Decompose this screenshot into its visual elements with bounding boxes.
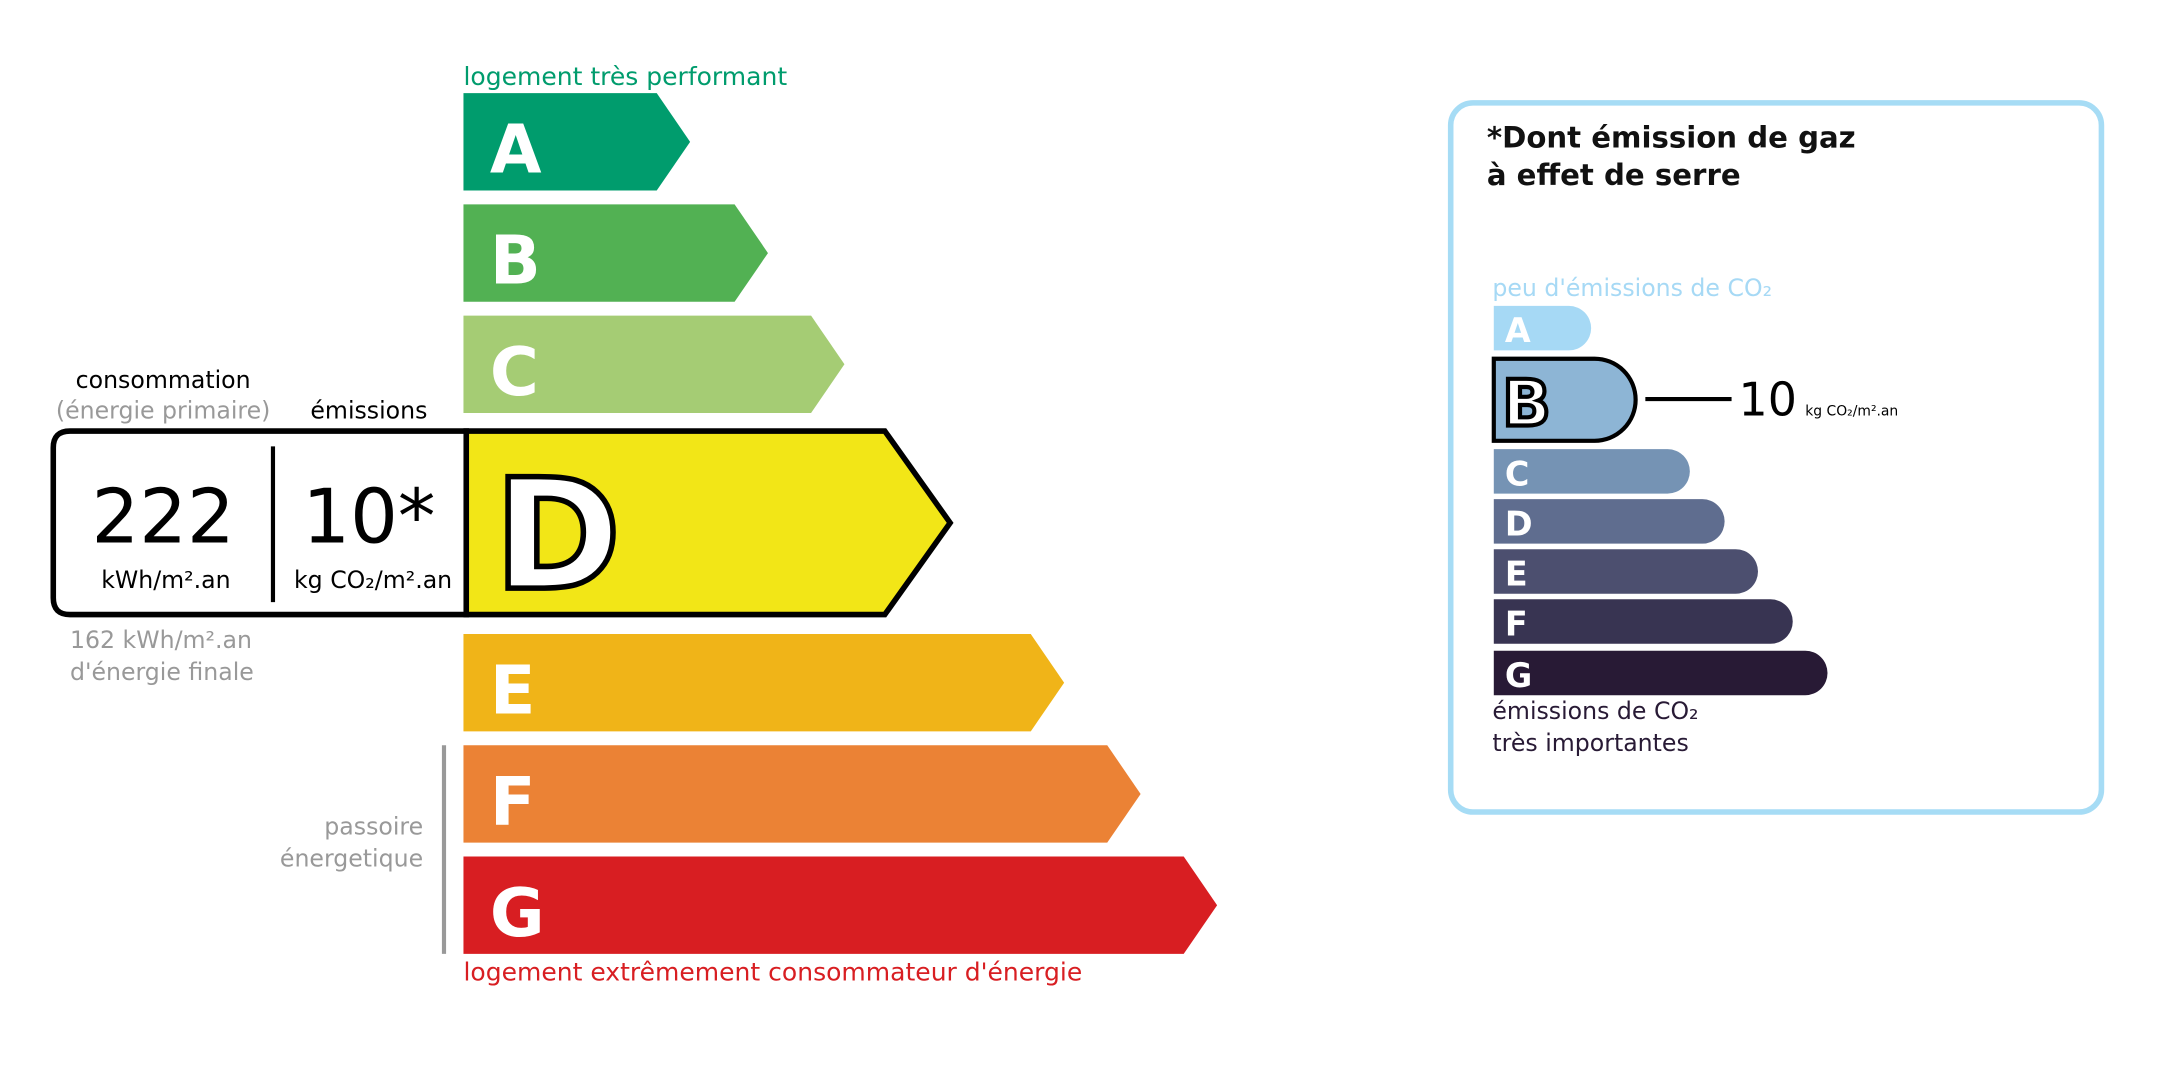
ges-grade-letter: C bbox=[1505, 454, 1529, 493]
ges-grade-letter: B bbox=[1502, 367, 1551, 441]
ges-grade-letter: D bbox=[1505, 504, 1533, 543]
passoire-line2: énergetique bbox=[280, 844, 423, 872]
energy-grade-letter: E bbox=[490, 651, 536, 729]
energy-bar-c bbox=[463, 315, 845, 413]
current-box-left bbox=[50, 428, 470, 618]
energy-grade-letter: D bbox=[494, 447, 621, 625]
energy-bar-f bbox=[463, 745, 1141, 843]
consumption-value: 222 bbox=[91, 472, 234, 560]
consumption-sub-label: (énergie primaire) bbox=[56, 397, 270, 425]
ges-bar-g bbox=[1493, 650, 1828, 696]
ges-unit: kg CO₂/m².an bbox=[1805, 404, 1898, 420]
ges-value: 10 bbox=[1739, 373, 1797, 427]
ges-top-label: peu d'émissions de CO₂ bbox=[1492, 274, 1772, 302]
energy-grade-letter: A bbox=[490, 110, 542, 188]
energy-top-label: logement très performant bbox=[463, 62, 787, 91]
ges-bar-c bbox=[1493, 449, 1690, 494]
energy-grade-letter: B bbox=[490, 222, 541, 300]
energy-bar-e bbox=[463, 634, 1065, 732]
final-energy-line2: d'énergie finale bbox=[70, 658, 254, 686]
ges-grade-letter: G bbox=[1505, 656, 1532, 695]
energy-grade-letter: F bbox=[490, 763, 536, 841]
energy-bottom-label: logement extrêmement consommateur d'éner… bbox=[463, 957, 1082, 986]
ges-title-line1: *Dont émission de gaz bbox=[1487, 120, 1856, 154]
consumption-label: consommation bbox=[76, 366, 251, 394]
consumption-unit: kWh/m².an bbox=[101, 566, 230, 594]
ges-bar-d bbox=[1493, 499, 1725, 544]
ges-bottom-line1: émissions de CO₂ bbox=[1492, 697, 1698, 725]
emissions-value: 10* bbox=[302, 472, 435, 560]
ges-grade-letter: E bbox=[1505, 554, 1528, 593]
energy-grade-letter: C bbox=[490, 333, 539, 411]
final-energy-line1: 162 kWh/m².an bbox=[70, 626, 252, 654]
passoire-line1: passoire bbox=[324, 812, 423, 840]
ges-bar-b bbox=[1491, 356, 1638, 443]
ges-bar-e bbox=[1493, 549, 1758, 594]
ges-grade-letter: F bbox=[1505, 604, 1528, 643]
ges-bar-a bbox=[1493, 305, 1592, 351]
energy-bar-b bbox=[463, 204, 768, 302]
energy-grade-letter: G bbox=[490, 874, 545, 952]
energy-bar-a bbox=[463, 93, 691, 191]
energy-bar-g bbox=[463, 856, 1218, 954]
emissions-unit: kg CO₂/m².an bbox=[294, 566, 452, 594]
ges-bar-f bbox=[1493, 599, 1793, 644]
emissions-label: émissions bbox=[310, 397, 427, 425]
ges-bottom-line2: très importantes bbox=[1492, 729, 1688, 757]
ges-title-line2: à effet de serre bbox=[1487, 158, 1741, 192]
ges-grade-letter: A bbox=[1505, 311, 1531, 350]
